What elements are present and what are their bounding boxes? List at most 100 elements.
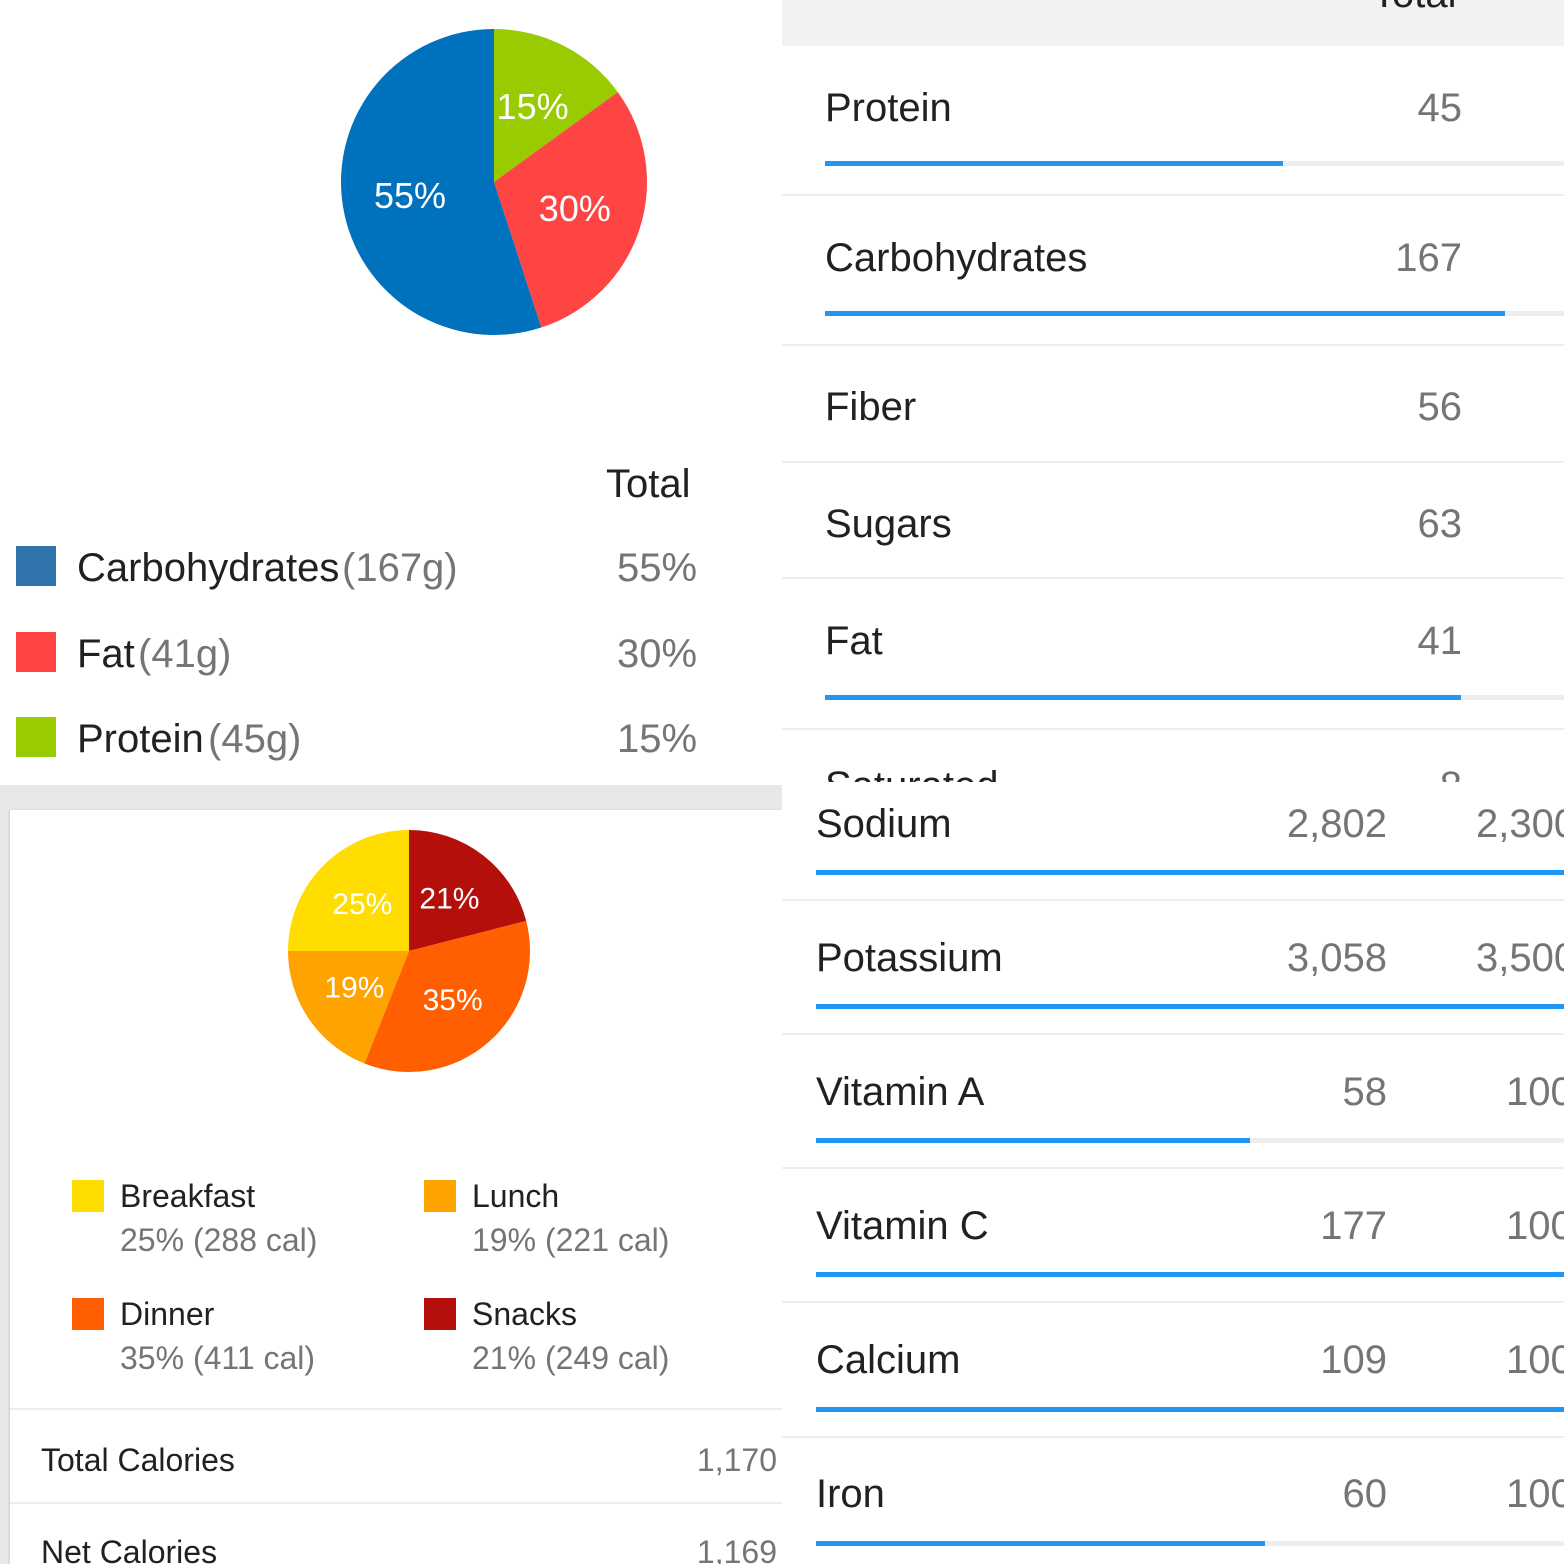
nutrient-progress-fill — [825, 311, 1505, 316]
meals-slice-label-breakfast: 25% — [332, 888, 392, 921]
nutrient-name: Potassium — [816, 936, 1003, 980]
nutrient-total: 2,802 — [1286, 802, 1387, 846]
nutrient-name: Vitamin A — [816, 1070, 985, 1114]
nutrient-value: 63 — [1417, 502, 1463, 546]
nutrient-progress-track — [825, 695, 1564, 700]
meals-slice-label-snacks: 21% — [419, 882, 479, 915]
meals-slice-label-lunch: 19% — [324, 972, 384, 1005]
legend-grams: (167g) — [342, 546, 458, 590]
nutrient-goal: 100 — [1506, 1070, 1564, 1114]
row-divider — [782, 1167, 1564, 1169]
macros-slice-carbohydrates[interactable] — [340, 29, 542, 336]
row-divider — [782, 1033, 1564, 1035]
meals-slice-lunch[interactable] — [288, 951, 409, 1064]
nutrient-progress-fill — [825, 161, 1283, 166]
nutrient-value: 41 — [1417, 619, 1463, 663]
nutrient-total: 177 — [1320, 1204, 1387, 1248]
nutrient-goal: 100 — [1506, 1472, 1564, 1516]
carbohydrates-swatch — [16, 546, 56, 586]
calories-divider-top — [10, 1408, 782, 1410]
nutrient-progress-track — [816, 1407, 1564, 1412]
legend-name: Carbohydrates — [77, 546, 340, 590]
nutrient-name: Carbohydrates — [825, 236, 1088, 280]
row-divider — [782, 1301, 1564, 1303]
meal-detail: 25% (288 cal) — [120, 1222, 318, 1258]
meals-slice-breakfast[interactable] — [288, 830, 409, 951]
meal-detail: 19% (221 cal) — [472, 1222, 670, 1258]
row-divider — [782, 344, 1564, 346]
nutrient-goal: 2,300 — [1476, 802, 1564, 846]
nutrient-name: Fiber — [825, 385, 917, 429]
row-divider — [782, 899, 1564, 901]
nutrient-progress-track — [825, 311, 1564, 316]
legend-grams: (41g) — [138, 632, 232, 676]
nutrient-progress-fill — [816, 870, 1564, 875]
nutrient-progress-fill — [825, 695, 1461, 700]
macros-slice-label-fat: 30% — [539, 188, 611, 229]
nutrient-goal: 100 — [1506, 1204, 1564, 1248]
nutrient-progress-fill — [816, 1407, 1564, 1412]
nutrient-goal: 3,500 — [1476, 936, 1564, 980]
nutrient-progress-track — [816, 1138, 1564, 1143]
macros-slice-fat[interactable] — [494, 92, 647, 328]
nutrients-header: Total — [782, 0, 1564, 46]
breakfast-swatch — [72, 1180, 104, 1212]
nutrient-progress-fill — [816, 1138, 1250, 1143]
nutrient-name: Sodium — [816, 802, 952, 846]
protein-swatch — [16, 717, 56, 757]
row-divider — [782, 577, 1564, 579]
net-calories-label: Net Calories — [41, 1534, 218, 1564]
nutrients-panel-bottom: Sodium 2,802 2,300 Potassium 3,058 3,500… — [782, 782, 1564, 1564]
nutrient-name: Sugars — [825, 502, 952, 546]
legend-percent: 30% — [617, 632, 698, 676]
nutrient-progress-fill — [816, 1541, 1265, 1546]
fat-swatch — [16, 632, 56, 672]
lunch-swatch — [424, 1180, 456, 1212]
nutrient-progress-fill — [816, 1272, 1564, 1277]
meal-name: Snacks — [472, 1296, 577, 1332]
nutrient-progress-track — [816, 1541, 1564, 1546]
meal-name: Lunch — [472, 1178, 560, 1214]
meals-slice-snacks[interactable] — [409, 830, 527, 951]
nutrient-name: Fat — [825, 619, 883, 663]
row-divider — [782, 194, 1564, 196]
nutrient-progress-track — [816, 1272, 1564, 1277]
legend-name: Protein — [77, 717, 204, 761]
total-calories-label: Total Calories — [41, 1442, 235, 1478]
legend-percent: 55% — [617, 546, 698, 590]
macros-slice-protein[interactable] — [494, 29, 618, 182]
meal-detail: 21% (249 cal) — [472, 1340, 670, 1376]
row-divider — [782, 1436, 1564, 1438]
macros-slice-label-protein: 15% — [497, 86, 569, 127]
nutrients-total-header: Total — [1372, 0, 1457, 17]
nutrient-value: 56 — [1417, 385, 1463, 429]
nutrient-total: 3,058 — [1286, 936, 1387, 980]
nutrient-name: Vitamin C — [816, 1204, 989, 1248]
macros-total-header: Total — [606, 462, 691, 506]
row-divider — [782, 461, 1564, 463]
nutrient-progress-track — [816, 1004, 1564, 1009]
meal-detail: 35% (411 cal) — [120, 1340, 316, 1376]
macros-panel: 15% 30% 55% Total Carbohydrates (167g) 55%… — [0, 0, 782, 785]
nutrient-value: 8 — [1440, 764, 1462, 782]
nutrient-name: Calcium — [816, 1338, 961, 1382]
meals-panel: 21% 35% 19% 25% Breakfast 25% (288 cal) Lun… — [10, 810, 782, 1564]
calories-divider — [10, 1502, 782, 1504]
nutrient-progress-track — [825, 161, 1564, 166]
nutrient-value: 167 — [1395, 236, 1462, 280]
meals-pie-chart: 21% 35% 19% 25% — [288, 830, 530, 1072]
nutrients-panel-top: Total Protein 45 Carbohydrates 167 Fiber… — [782, 0, 1564, 782]
macros-pie-chart: 15% 30% 55% — [340, 29, 647, 336]
nutrient-name: Saturated — [825, 764, 998, 782]
meals-slice-dinner[interactable] — [364, 920, 530, 1072]
nutrient-total: 109 — [1320, 1338, 1387, 1382]
nutrient-name: Iron — [816, 1472, 885, 1516]
nutrient-progress-track — [816, 870, 1564, 875]
legend-grams: (45g) — [208, 717, 302, 761]
nutrient-goal: 100 — [1506, 1338, 1564, 1382]
nutrient-total: 60 — [1342, 1472, 1388, 1516]
dinner-swatch — [72, 1298, 104, 1330]
meal-name: Dinner — [120, 1296, 215, 1332]
total-calories-value: 1,170 — [696, 1442, 777, 1478]
macros-slice-label-carbohydrates: 55% — [374, 175, 446, 216]
